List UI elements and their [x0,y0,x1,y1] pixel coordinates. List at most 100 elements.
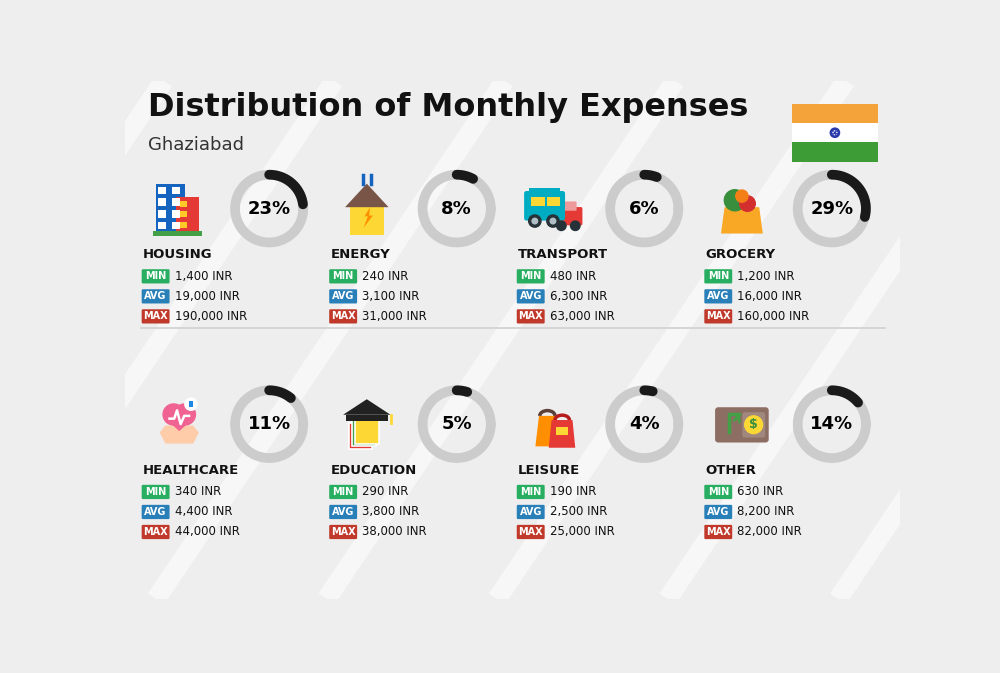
Circle shape [740,196,755,211]
Text: 14%: 14% [810,415,853,433]
Text: HOUSING: HOUSING [143,248,212,261]
Text: 8%: 8% [441,200,472,217]
FancyBboxPatch shape [329,310,357,324]
Text: AVG: AVG [707,291,729,302]
Text: MAX: MAX [331,312,355,322]
Circle shape [745,416,763,433]
Circle shape [529,215,541,227]
FancyBboxPatch shape [329,269,357,283]
FancyBboxPatch shape [172,199,180,206]
Circle shape [736,190,748,202]
FancyBboxPatch shape [742,412,765,437]
FancyBboxPatch shape [352,420,376,446]
FancyBboxPatch shape [792,123,878,143]
Polygon shape [549,420,575,448]
Text: 6%: 6% [629,200,660,217]
FancyBboxPatch shape [524,191,565,221]
FancyBboxPatch shape [704,505,732,519]
Polygon shape [160,425,199,444]
Text: MAX: MAX [706,527,731,537]
Text: LEISURE: LEISURE [518,464,580,477]
Text: MIN: MIN [520,487,541,497]
FancyBboxPatch shape [172,221,180,229]
Text: MIN: MIN [520,271,541,281]
FancyBboxPatch shape [329,289,357,304]
FancyBboxPatch shape [556,207,582,225]
Text: 82,000 INR: 82,000 INR [737,526,802,538]
Circle shape [163,404,184,425]
FancyBboxPatch shape [517,310,545,324]
Text: AVG: AVG [332,507,354,517]
Text: 6,300 INR: 6,300 INR [550,290,607,303]
Text: AVG: AVG [520,507,542,517]
Text: 1,400 INR: 1,400 INR [175,270,232,283]
FancyBboxPatch shape [556,427,568,435]
Polygon shape [343,399,391,415]
Text: AVG: AVG [707,507,729,517]
Text: 1,200 INR: 1,200 INR [737,270,795,283]
Circle shape [547,215,559,227]
Circle shape [830,128,840,137]
FancyBboxPatch shape [142,269,170,283]
Text: 4%: 4% [629,415,660,433]
FancyBboxPatch shape [704,289,732,304]
Text: MIN: MIN [708,271,729,281]
Circle shape [174,404,195,425]
FancyBboxPatch shape [176,197,199,234]
Text: GROCERY: GROCERY [705,248,776,261]
Text: ENERGY: ENERGY [330,248,390,261]
Text: 340 INR: 340 INR [175,485,221,499]
Text: 480 INR: 480 INR [550,270,596,283]
Text: HEALTHCARE: HEALTHCARE [143,464,239,477]
Circle shape [833,131,837,135]
Text: AVG: AVG [520,291,542,302]
Text: 190,000 INR: 190,000 INR [175,310,247,323]
Polygon shape [535,416,559,446]
FancyBboxPatch shape [189,402,193,407]
Text: TRANSPORT: TRANSPORT [518,248,608,261]
FancyBboxPatch shape [329,485,357,499]
FancyBboxPatch shape [355,417,379,444]
Polygon shape [164,417,195,431]
FancyBboxPatch shape [517,269,545,283]
FancyBboxPatch shape [180,222,187,228]
Circle shape [532,218,538,224]
Text: Distribution of Monthly Expenses: Distribution of Monthly Expenses [148,92,749,123]
FancyBboxPatch shape [180,201,187,207]
Circle shape [724,190,746,211]
FancyBboxPatch shape [715,407,769,443]
FancyBboxPatch shape [517,505,545,519]
FancyBboxPatch shape [189,402,193,406]
Text: 29%: 29% [810,200,853,217]
Text: MIN: MIN [333,487,354,497]
FancyBboxPatch shape [156,184,185,234]
FancyBboxPatch shape [560,201,577,211]
Text: 240 INR: 240 INR [362,270,409,283]
FancyBboxPatch shape [158,210,166,218]
Circle shape [185,398,197,411]
Text: 11%: 11% [248,415,291,433]
FancyBboxPatch shape [142,310,170,324]
FancyBboxPatch shape [529,188,560,196]
FancyBboxPatch shape [346,415,388,421]
FancyBboxPatch shape [704,310,732,324]
FancyBboxPatch shape [142,525,170,539]
FancyBboxPatch shape [329,525,357,539]
Text: MIN: MIN [333,271,354,281]
Text: EDUCATION: EDUCATION [330,464,417,477]
Text: 63,000 INR: 63,000 INR [550,310,614,323]
Polygon shape [345,184,389,207]
Polygon shape [721,207,763,234]
FancyBboxPatch shape [142,505,170,519]
Text: AVG: AVG [144,291,167,302]
Circle shape [550,218,556,224]
FancyBboxPatch shape [349,423,372,449]
Circle shape [557,221,566,230]
Text: MAX: MAX [143,312,168,322]
FancyBboxPatch shape [704,485,732,499]
Text: 190 INR: 190 INR [550,485,596,499]
Text: 25,000 INR: 25,000 INR [550,526,614,538]
Text: $: $ [749,418,758,431]
Text: MIN: MIN [708,487,729,497]
Text: 630 INR: 630 INR [737,485,784,499]
